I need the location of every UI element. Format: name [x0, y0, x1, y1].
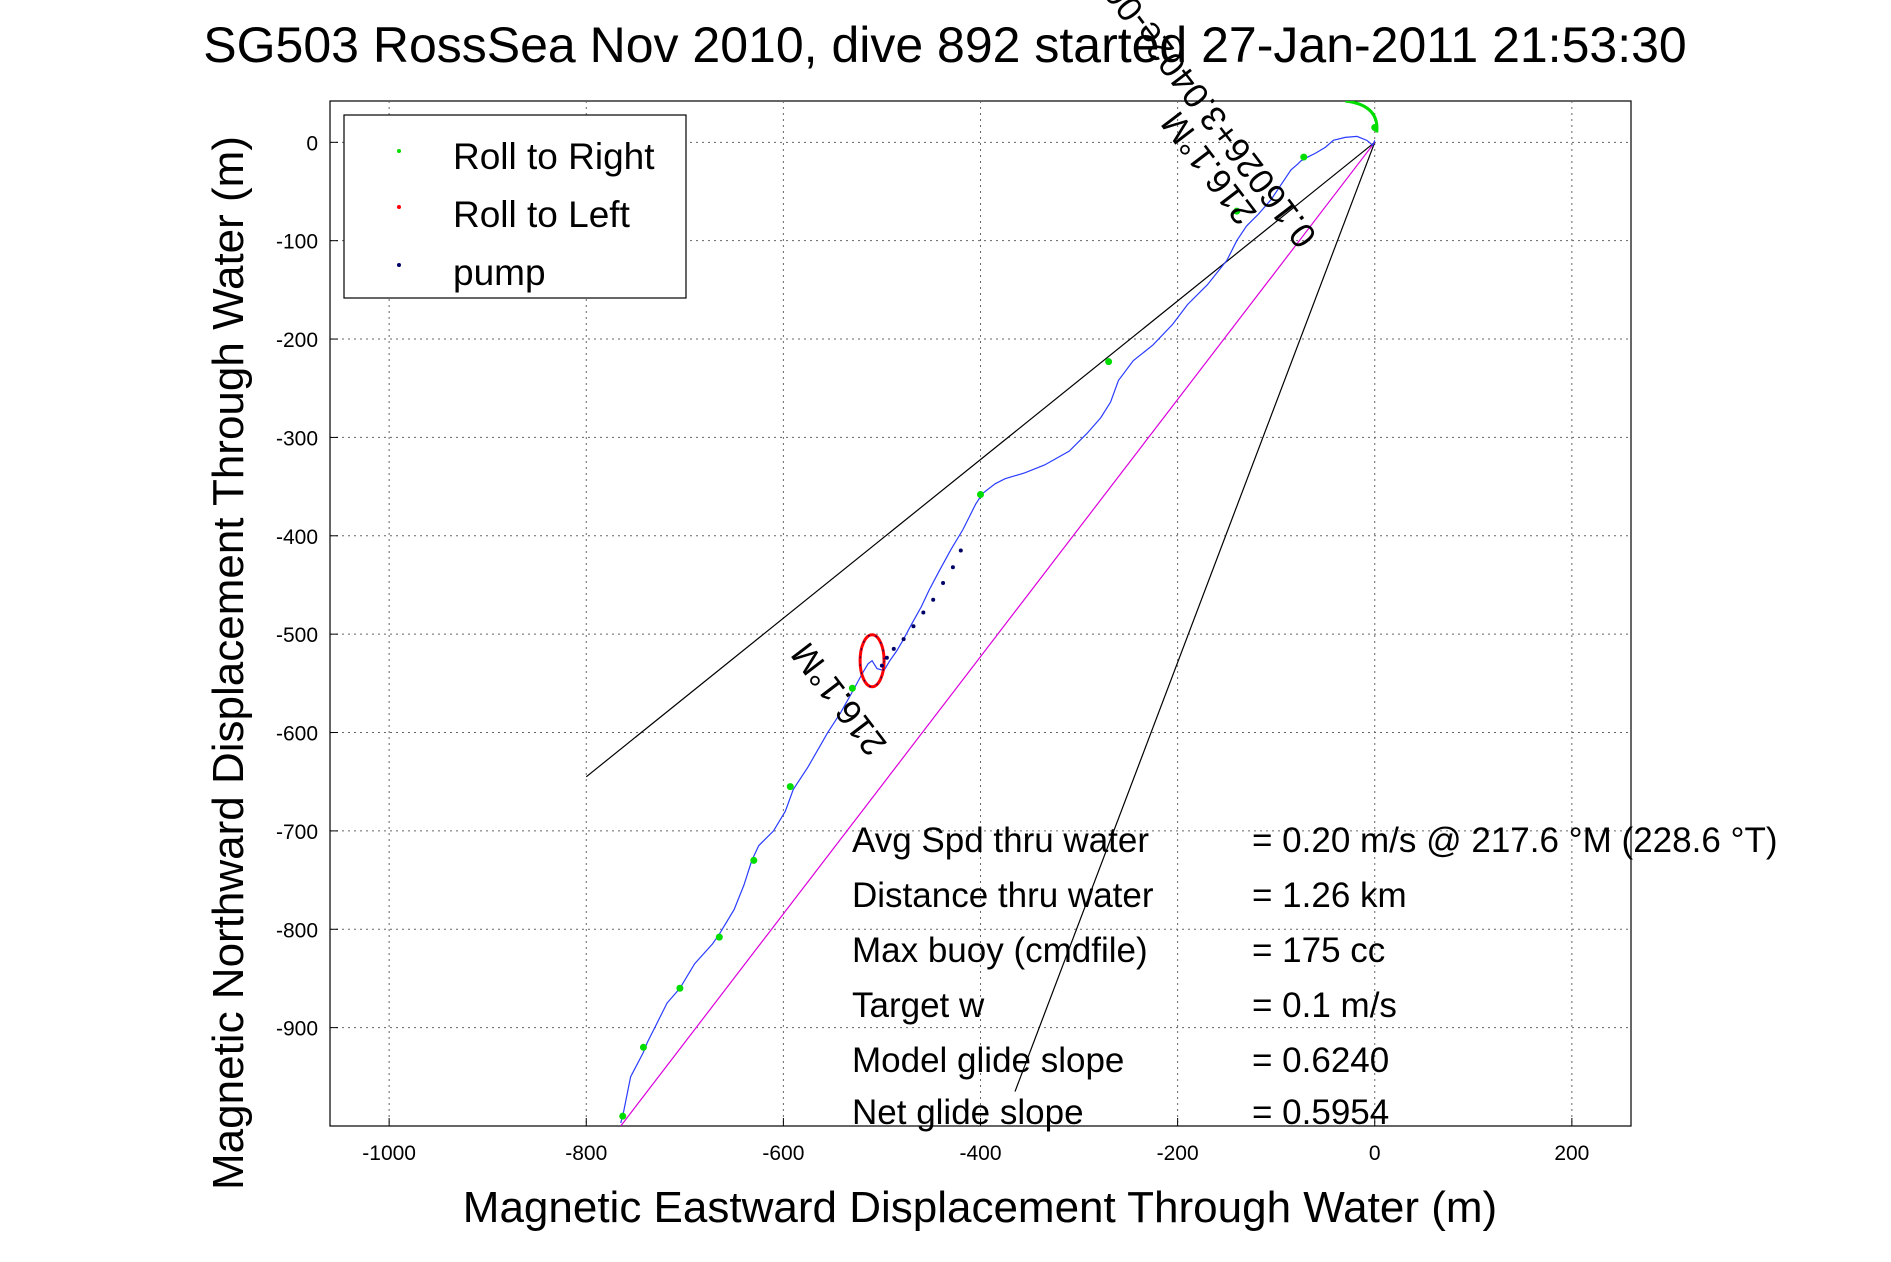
y-tick-label: -300: [276, 427, 318, 450]
pump-marker: [950, 565, 955, 570]
pump-marker: [879, 663, 884, 668]
y-tick-label: -100: [276, 231, 318, 254]
stat-value-target-w: = 0.1 m/s: [1252, 986, 1397, 1025]
pump-marker: [901, 637, 906, 642]
x-tick-label: -400: [959, 1142, 1001, 1165]
cone-lines: [585, 141, 1376, 1092]
stat-value-avg-speed: = 0.20 m/s @ 217.6 °M (228.6 °T): [1252, 821, 1778, 860]
stat-value-net-glide: = 0.5954: [1252, 1093, 1389, 1132]
pump-marker: [921, 610, 926, 615]
stat-label-model-glide: Model glide slope: [852, 1041, 1124, 1080]
cone-line: [1014, 142, 1376, 1092]
stat-label-distance: Distance thru water: [852, 876, 1154, 915]
y-tick-label: -800: [276, 919, 318, 942]
roll-right-marker: [619, 1112, 627, 1120]
stat-label-max-buoy: Max buoy (cmdfile): [852, 931, 1148, 970]
roll-right-marker: [750, 856, 758, 864]
y-tick-labels: 0 -100 -200 -300 -400 -500 -600 -700 -800 -900: [276, 132, 318, 1040]
x-tick-labels: -1000 -800 -600 -400 -200 0 200: [362, 1142, 1589, 1165]
pump-markers: [879, 548, 963, 668]
y-tick-label: -900: [276, 1018, 318, 1041]
y-tick-label: -200: [276, 329, 318, 352]
pump-marker: [911, 624, 916, 629]
legend-label-roll-right: Roll to Right: [453, 136, 655, 177]
legend-marker-roll-right: [397, 149, 401, 153]
chart-title: SG503 RossSea Nov 2010, dive 892 started…: [203, 17, 1686, 73]
dive-stats: Avg Spd thru water = 0.20 m/s @ 217.6 °M…: [852, 821, 1778, 1132]
roll-right-marker: [786, 783, 794, 791]
legend-label-pump: pump: [453, 252, 546, 293]
stat-value-distance: = 1.26 km: [1252, 876, 1407, 915]
legend-marker-pump: [397, 263, 401, 267]
roll-right-arc: [1344, 101, 1379, 133]
pump-marker: [931, 597, 936, 602]
x-tick-label: -600: [762, 1142, 804, 1165]
roll-right-marker: [1300, 153, 1308, 161]
roll-right-marker: [1105, 358, 1113, 366]
stat-value-max-buoy: = 175 cc: [1252, 931, 1385, 970]
roll-right-marker: [639, 1043, 647, 1051]
stat-label-avg-speed: Avg Spd thru water: [852, 821, 1149, 860]
roll-left-loop-pump-dots: [859, 634, 885, 688]
legend-box: [343, 114, 687, 299]
glider-track-line: [620, 135, 1376, 1124]
y-axis-label: Magnetic Northward Displacement Through …: [204, 136, 253, 1190]
stat-value-model-glide: = 0.6240: [1252, 1041, 1389, 1080]
x-tick-label: 200: [1554, 1142, 1589, 1165]
roll-right-marker: [848, 684, 856, 692]
pump-marker: [891, 646, 896, 651]
pump-marker: [958, 548, 963, 553]
roll-right-marker: [676, 984, 684, 992]
roll-right-markers: [619, 101, 1379, 1120]
cone-line: [585, 141, 1376, 778]
x-tick-label: -1000: [362, 1142, 416, 1165]
x-tick-label: -800: [565, 1142, 607, 1165]
roll-right-marker: [715, 933, 723, 941]
roll-right-marker: [977, 490, 984, 498]
pump-marker: [941, 581, 946, 586]
stat-label-target-w: Target w: [852, 986, 985, 1025]
legend-marker-roll-left: [397, 205, 401, 209]
legend-label-roll-left: Roll to Left: [453, 194, 631, 235]
roll-right-marker: [1233, 207, 1241, 215]
roll-left-loop: [858, 633, 886, 689]
x-tick-label: 0: [1369, 1142, 1381, 1165]
x-tick-label: -200: [1157, 1142, 1199, 1165]
y-tick-label: -400: [276, 526, 318, 549]
y-tick-label: -500: [276, 624, 318, 647]
stat-label-net-glide: Net glide slope: [852, 1093, 1084, 1132]
pump-marker: [884, 655, 889, 660]
legend: Roll to Right Roll to Left pump: [343, 114, 687, 299]
current-vector-line: [620, 141, 1376, 1126]
y-tick-label: -700: [276, 821, 318, 844]
x-axis-label: Magnetic Eastward Displacement Through W…: [463, 1183, 1497, 1232]
y-tick-label: -600: [276, 723, 318, 746]
y-tick-label: 0: [306, 132, 318, 155]
